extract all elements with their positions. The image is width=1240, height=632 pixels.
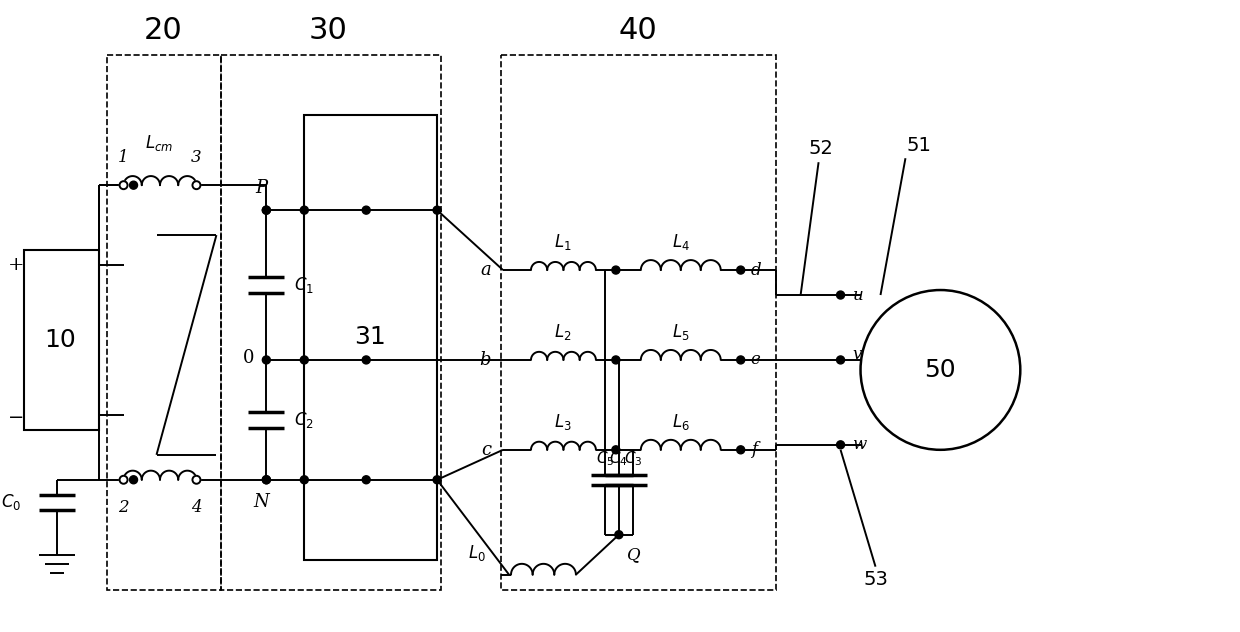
Bar: [501, 56, 776, 590]
Text: $C_3$: $C_3$: [624, 449, 642, 468]
Text: 3: 3: [191, 149, 202, 166]
Text: Q: Q: [627, 546, 641, 563]
Circle shape: [263, 356, 270, 364]
Text: 50: 50: [925, 358, 956, 382]
Circle shape: [300, 206, 309, 214]
Circle shape: [611, 356, 620, 364]
Text: $C_5$: $C_5$: [595, 449, 614, 468]
Circle shape: [119, 476, 128, 483]
Circle shape: [362, 356, 371, 364]
Text: 30: 30: [309, 16, 347, 45]
Circle shape: [433, 206, 441, 214]
Text: 2: 2: [118, 499, 129, 516]
Text: 20: 20: [144, 16, 182, 45]
Bar: [222, 56, 441, 590]
Text: $C_2$: $C_2$: [294, 410, 314, 430]
Text: 10: 10: [43, 328, 76, 352]
Text: $C_0$: $C_0$: [1, 492, 21, 512]
Circle shape: [263, 206, 270, 214]
Circle shape: [737, 356, 745, 364]
Circle shape: [362, 476, 371, 483]
Circle shape: [433, 476, 441, 483]
Text: e: e: [750, 351, 760, 368]
Bar: [107, 56, 222, 590]
Circle shape: [837, 441, 844, 449]
Circle shape: [611, 446, 620, 454]
Circle shape: [263, 476, 270, 483]
Text: $L_6$: $L_6$: [672, 412, 689, 432]
Circle shape: [129, 181, 138, 189]
Circle shape: [611, 266, 620, 274]
Text: $L_0$: $L_0$: [469, 543, 486, 562]
Text: $C_4$: $C_4$: [610, 449, 629, 468]
Circle shape: [615, 531, 622, 538]
Text: $L_4$: $L_4$: [672, 232, 689, 252]
Text: 31: 31: [355, 325, 386, 349]
Text: a: a: [480, 261, 491, 279]
Text: $L_5$: $L_5$: [672, 322, 689, 342]
Text: v: v: [853, 346, 862, 363]
Circle shape: [837, 291, 844, 299]
Circle shape: [737, 266, 745, 274]
Circle shape: [263, 206, 270, 214]
Text: 40: 40: [619, 16, 657, 45]
Circle shape: [362, 206, 371, 214]
Circle shape: [119, 181, 128, 189]
Text: $L_{cm}$: $L_{cm}$: [145, 133, 174, 153]
Text: −: −: [7, 409, 24, 427]
Circle shape: [300, 476, 309, 483]
Text: $L_3$: $L_3$: [554, 412, 572, 432]
Text: $L_1$: $L_1$: [554, 232, 572, 252]
Text: f: f: [750, 441, 756, 458]
Circle shape: [129, 476, 138, 483]
Text: +: +: [7, 256, 24, 274]
Text: d: d: [750, 262, 761, 279]
Text: u: u: [853, 286, 863, 303]
Text: 4: 4: [191, 499, 202, 516]
Circle shape: [192, 181, 201, 189]
Circle shape: [300, 356, 309, 364]
Text: $C_1$: $C_1$: [294, 275, 314, 295]
Text: P: P: [255, 179, 268, 197]
Circle shape: [737, 446, 745, 454]
Text: N: N: [253, 493, 269, 511]
Text: b: b: [480, 351, 491, 369]
Text: 52: 52: [808, 139, 833, 158]
Text: w: w: [853, 436, 867, 453]
Text: 1: 1: [118, 149, 129, 166]
Text: 0: 0: [243, 349, 254, 367]
Circle shape: [837, 356, 844, 364]
Text: 53: 53: [863, 570, 888, 589]
Text: $L_2$: $L_2$: [554, 322, 572, 342]
Text: c: c: [481, 441, 491, 459]
Text: 51: 51: [906, 136, 931, 155]
Bar: [304, 115, 438, 560]
Circle shape: [263, 476, 270, 483]
Circle shape: [192, 476, 201, 483]
Bar: [24, 250, 99, 430]
